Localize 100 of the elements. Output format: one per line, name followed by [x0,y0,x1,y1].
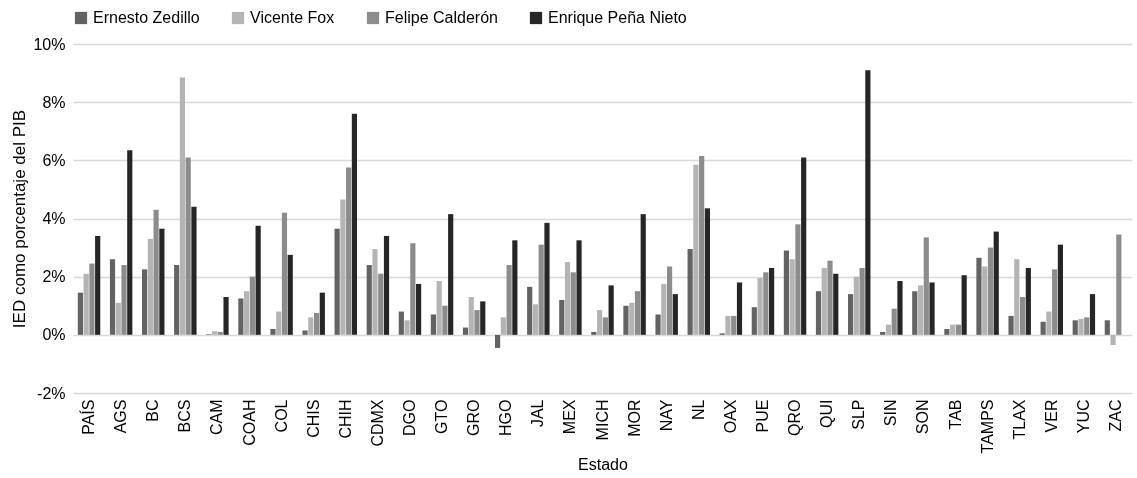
bar [462,327,469,335]
x-tick-label: CHIH [336,399,354,439]
bar [885,324,892,335]
bar [736,282,743,335]
x-tick-label: TLAX [1010,399,1028,440]
bar [661,283,667,335]
bar [398,311,404,335]
legend-label: Ernesto Zedillo [93,9,200,26]
x-axis-title: Estado [578,456,629,474]
y-axis-title: IED como porcentaje del PIB [10,109,30,329]
bar [410,243,416,335]
y-tick-label: -2% [37,384,66,402]
bar [217,331,223,335]
bar [1110,334,1116,346]
bar [1040,321,1046,335]
bar [83,273,89,335]
bar [821,267,827,335]
bar [448,214,454,335]
x-tick-label: QRO [786,399,804,436]
bar [912,291,918,335]
bar [640,214,646,335]
bar [976,257,982,335]
bar [993,231,999,335]
bar [769,267,775,335]
x-tick-label: OAX [721,399,739,434]
bar [634,291,641,335]
bar [1008,315,1014,335]
x-tick-label: CHIS [304,399,322,438]
x-tick-label: BCS [176,399,194,433]
bar [1089,294,1096,335]
bar [859,267,865,335]
bar [629,302,635,335]
bar [308,317,314,335]
bar [602,317,608,335]
bar [1104,320,1110,335]
x-tick-label: CAM [208,399,226,436]
bar [1084,317,1090,335]
bar [372,249,378,335]
x-tick-label: COAH [240,399,258,446]
bar [623,305,629,335]
bar [891,308,897,335]
bar [751,307,757,335]
bar [795,224,801,335]
bar [961,275,967,335]
bar [848,294,854,335]
bar [693,164,699,335]
bar [185,157,191,335]
bar [127,150,133,335]
bar [442,305,448,335]
bar [532,304,539,335]
bar [121,265,127,335]
bar [1078,318,1084,335]
x-tick-label: MEX [561,399,579,435]
y-tick-label: 8% [42,93,66,111]
y-tick-label: 0% [42,326,66,344]
bar [917,285,924,335]
x-tick-label: SLP [850,399,868,430]
bar [987,247,994,335]
x-tick-label: COL [272,399,290,433]
bar [687,249,693,335]
bar [174,265,180,335]
bar [430,314,436,335]
bar [313,313,320,335]
bar [608,285,614,335]
bar [416,283,422,335]
bar [763,272,769,335]
bar [474,310,480,335]
bar [366,265,372,335]
x-tick-label: MICH [593,399,611,441]
bar [436,281,442,335]
bar [815,291,822,335]
bar [211,331,218,335]
y-tick-label: 10% [33,35,66,53]
bar [1072,320,1078,335]
bar [666,266,673,335]
x-tick-label: JAL [529,399,547,428]
bar [950,324,956,335]
x-tick-label: HGO [497,399,515,436]
bar [1116,234,1122,335]
bar [897,281,903,335]
bar [731,315,737,335]
bar [334,228,340,335]
x-tick-label: PUE [753,399,771,433]
bar [89,263,95,335]
bar [319,292,325,335]
bar [544,222,550,335]
bar [597,310,603,335]
y-tick-label: 2% [42,268,66,286]
x-tick-label: SON [914,399,932,435]
legend-label: Vicente Fox [250,9,335,26]
y-tick-label: 6% [42,151,66,169]
bar [287,254,293,335]
bar [77,292,83,335]
bar [281,212,288,335]
bar [109,259,116,335]
x-tick-label: PAÍS [79,399,98,435]
bar [538,244,544,335]
x-tick-label: GRO [465,399,483,436]
bar [223,297,229,335]
bar [576,240,582,335]
